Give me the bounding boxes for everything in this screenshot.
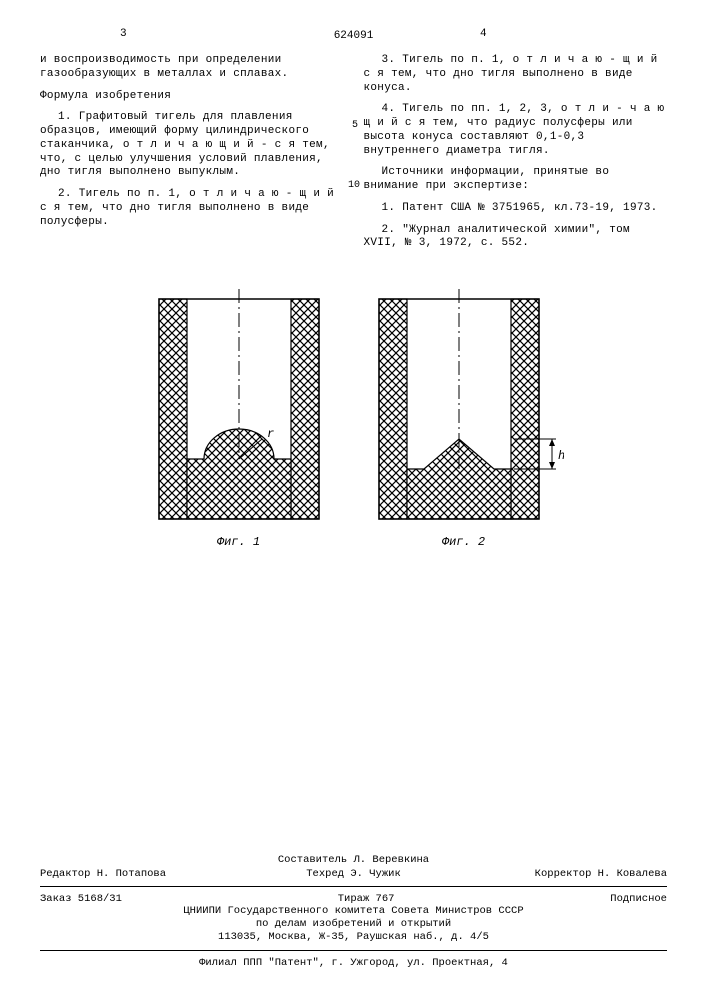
redaktor: Редактор Н. Потапова [40, 868, 249, 880]
figure-1: r [144, 289, 334, 529]
figures-row: r Фиг. 1 [40, 289, 667, 549]
figure-1-caption: Фиг. 1 [217, 535, 260, 549]
page-num-right: 4 [480, 28, 487, 40]
sostavitel: Составитель Л. Веревкина [40, 854, 667, 867]
figure-1-wrap: r Фиг. 1 [144, 289, 334, 549]
claim-1: 1. Графитовый тигель для плавления образ… [40, 111, 344, 180]
zakaz: Заказ 5168/31 [40, 893, 122, 905]
org-1: ЦНИИПИ Государственного комитета Совета … [40, 905, 667, 918]
divider-2 [40, 950, 667, 951]
filial: Филиал ППП "Патент", г. Ужгород, ул. Про… [40, 957, 667, 970]
source-1: 1. Патент США № 3751965, кл.73-19, 1973. [364, 202, 668, 216]
figure-2-wrap: h Фиг. 2 [364, 289, 564, 549]
line-num-10: 10 [348, 180, 360, 191]
header: 624091 [40, 30, 667, 42]
divider-1 [40, 886, 667, 887]
sources-heading: Источники информации, принятые во вниман… [364, 166, 668, 194]
right-column: 3. Тигель по п. 1, о т л и ч а ю - щ и й… [364, 54, 668, 259]
figure-2-caption: Фиг. 2 [442, 535, 485, 549]
footer-meta: Заказ 5168/31 Тираж 767 Подписное [40, 893, 667, 905]
claim-2: 2. Тигель по п. 1, о т л и ч а ю - щ и й… [40, 188, 344, 229]
page-num-left: 3 [120, 28, 127, 40]
podpisnoe: Подписное [610, 893, 667, 905]
text-columns: и воспроизводимость при определении газо… [40, 54, 667, 259]
korrektor: Корректор Н. Ковалева [458, 868, 667, 880]
svg-text:h: h [558, 449, 564, 463]
left-column: и воспроизводимость при определении газо… [40, 54, 344, 259]
svg-text:r: r [267, 427, 274, 441]
doc-number: 624091 [334, 30, 374, 42]
source-2: 2. "Журнал аналитической химии", том XVI… [364, 224, 668, 252]
line-num-5: 5 [352, 120, 358, 131]
tehred: Техред Э. Чужик [249, 868, 458, 880]
claims-heading: Формула изобретения [40, 90, 344, 104]
footer: Составитель Л. Веревкина Редактор Н. Пот… [40, 854, 667, 970]
tirazh: Тираж 767 [338, 893, 395, 905]
claim-3: 3. Тигель по п. 1, о т л и ч а ю - щ и й… [364, 54, 668, 95]
claim-4: 4. Тигель по пп. 1, 2, 3, о т л и - ч а … [364, 103, 668, 158]
page: 3 624091 4 и воспроизводимость при опред… [0, 0, 707, 569]
addr: 113035, Москва, Ж-35, Раушская наб., д. … [40, 931, 667, 944]
para: и воспроизводимость при определении газо… [40, 54, 344, 82]
org-2: по делам изобретений и открытий [40, 918, 667, 931]
footer-credits: Редактор Н. Потапова Техред Э. Чужик Кор… [40, 868, 667, 880]
figure-2: h [364, 289, 564, 529]
